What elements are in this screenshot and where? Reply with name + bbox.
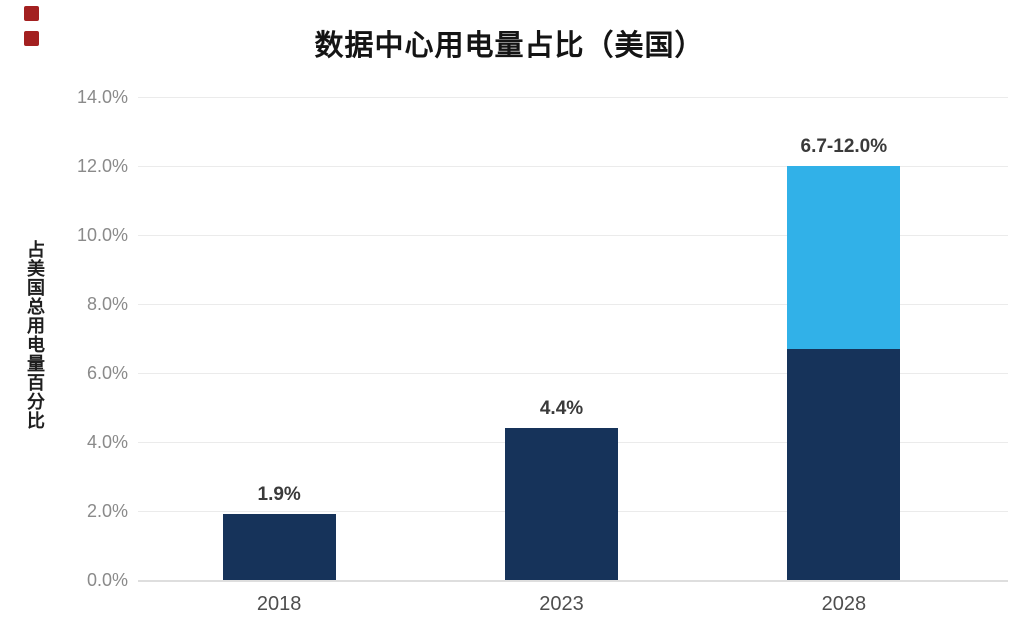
- y-axis-tick-label: 14.0%: [76, 87, 128, 107]
- gridline: [138, 580, 1008, 582]
- gridline: [138, 97, 1008, 98]
- y-axis-tick-label: 12.0%: [76, 156, 128, 176]
- gridline: [138, 304, 1008, 305]
- y-axis-tick-label: 8.0%: [86, 294, 128, 314]
- y-axis-tick-label: 2.0%: [86, 501, 128, 521]
- gridline: [138, 166, 1008, 167]
- red-square: [24, 31, 39, 46]
- x-axis-tick-label: 2018: [256, 593, 302, 615]
- y-axis-tick-label: 0.0%: [86, 570, 128, 590]
- gridline: [138, 235, 1008, 236]
- bar-value-label: 4.4%: [539, 398, 584, 420]
- y-axis-title: 占美国总用电量百分比: [25, 240, 45, 430]
- bar-segment: [787, 348, 901, 580]
- x-axis-tick-label: 2023: [539, 593, 584, 615]
- y-axis-tick-label: 6.0%: [86, 363, 128, 383]
- gridline: [138, 373, 1008, 374]
- y-axis-tick-label: 10.0%: [76, 225, 128, 245]
- red-square: [24, 6, 39, 21]
- bar-value-label: 1.9%: [257, 484, 301, 506]
- chart-title: 数据中心用电量占比（美国）: [314, 30, 705, 62]
- bar-segment: [787, 166, 901, 349]
- bar-segment: [222, 514, 336, 580]
- y-axis-tick-label: 4.0%: [86, 432, 128, 452]
- bar-value-label: 6.7-12.0%: [800, 136, 888, 157]
- bar-segment: [505, 428, 618, 580]
- x-axis-tick-label: 2028: [821, 593, 867, 615]
